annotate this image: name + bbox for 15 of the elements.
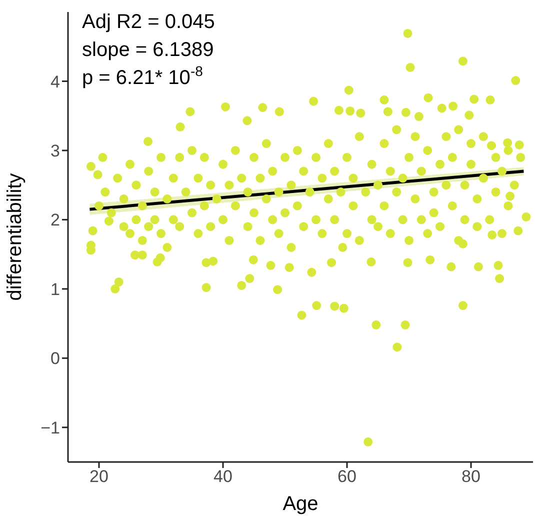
x-axis-title: Age [282, 493, 318, 515]
annotation: Adj R2 = 0.045 [82, 11, 215, 33]
y-tick-label: −1 [40, 418, 60, 438]
annotation: slope = 6.1389 [82, 39, 214, 61]
x-tick-label: 80 [462, 467, 480, 486]
y-axis-title: differentiability [4, 173, 26, 301]
y-tick-label: 4 [50, 72, 60, 92]
y-tick-label: 1 [50, 280, 60, 299]
y-tick-label: 2 [50, 210, 60, 230]
y-tick-label: 3 [50, 141, 60, 160]
x-tick-label: 40 [214, 467, 232, 486]
x-tick-label: 20 [90, 467, 108, 486]
annotation: p = 6.21* 10$^{-8}$ [82, 63, 204, 89]
y-tick-label: 0 [50, 349, 60, 368]
x-tick-label: 60 [338, 467, 356, 486]
